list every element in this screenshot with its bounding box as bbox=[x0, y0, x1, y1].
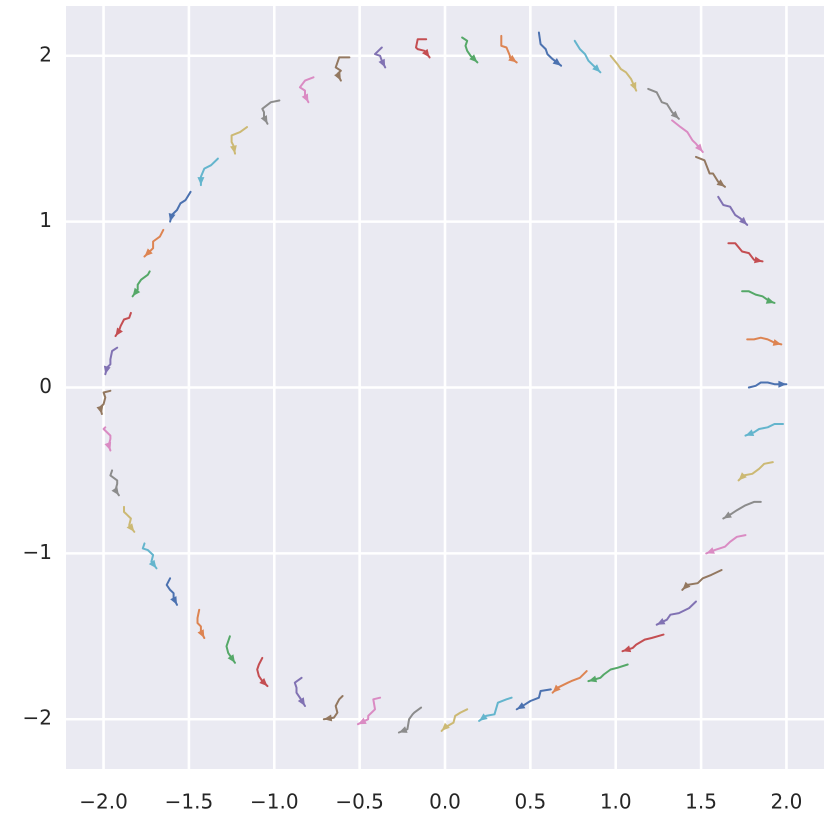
series-line bbox=[537, 31, 563, 67]
series-arrowhead bbox=[772, 339, 782, 346]
series-arrowhead bbox=[778, 380, 787, 388]
series-arrowhead bbox=[170, 596, 177, 605]
series-arrowhead bbox=[357, 717, 367, 725]
series-arrowhead bbox=[745, 429, 755, 436]
series-line bbox=[655, 600, 697, 626]
series-arrowhead bbox=[592, 64, 601, 73]
series-arrowhead bbox=[111, 486, 119, 496]
series-arrowhead bbox=[479, 713, 488, 721]
series-arrowhead bbox=[670, 110, 679, 119]
series-arrowhead bbox=[227, 654, 235, 663]
x-tick-label: 0.5 bbox=[514, 790, 546, 814]
series-arrowhead bbox=[754, 256, 763, 264]
series-arrowhead bbox=[552, 58, 562, 66]
series-arrowhead bbox=[96, 405, 104, 414]
y-tick-label: 0 bbox=[39, 374, 52, 398]
series-line bbox=[587, 663, 629, 683]
series-arrowhead bbox=[334, 71, 341, 81]
x-tick-label: −2.0 bbox=[79, 790, 128, 814]
series-arrowhead bbox=[259, 678, 268, 687]
y-tick-label: −2 bbox=[23, 706, 52, 730]
series-line bbox=[609, 54, 638, 92]
series-arrowhead bbox=[148, 559, 157, 569]
series-arrowhead bbox=[682, 581, 691, 590]
series-arrowhead bbox=[622, 645, 632, 653]
series-arrowhead bbox=[469, 54, 478, 63]
series-arrowhead bbox=[297, 697, 305, 706]
series-arrowhead bbox=[739, 216, 748, 225]
y-gridlines bbox=[66, 54, 824, 721]
x-tick-label: 2.0 bbox=[771, 790, 803, 814]
series-line bbox=[747, 381, 788, 389]
series-arrowhead bbox=[738, 472, 747, 481]
series-arrowhead bbox=[656, 618, 666, 625]
series-line bbox=[671, 119, 704, 153]
series-line bbox=[515, 688, 552, 711]
x-tick-label: −0.5 bbox=[335, 790, 384, 814]
series-arrowhead bbox=[103, 365, 111, 375]
series-arrowhead bbox=[629, 81, 637, 91]
series-arrowhead bbox=[323, 714, 333, 722]
x-tick-label: 0.0 bbox=[429, 790, 461, 814]
series-arrowhead bbox=[144, 248, 153, 257]
series-group bbox=[96, 31, 788, 734]
x-tick-labels: −2.0 −1.5 −1.0 −0.5 0.0 0.5 1.0 1.5 2.0 bbox=[79, 790, 802, 814]
series-arrowhead bbox=[168, 213, 176, 222]
series-line bbox=[722, 500, 762, 520]
series-arrowhead bbox=[552, 684, 561, 693]
x-tick-label: 1.0 bbox=[600, 790, 632, 814]
series-arrowhead bbox=[115, 327, 123, 337]
series-arrowhead bbox=[508, 54, 517, 63]
x-tick-label: −1.5 bbox=[165, 790, 214, 814]
series-arrowhead bbox=[588, 675, 598, 683]
y-tick-label: −1 bbox=[23, 540, 52, 564]
series-arrowhead bbox=[516, 702, 526, 710]
series-line bbox=[322, 695, 344, 721]
series-arrowhead bbox=[441, 722, 450, 731]
series-arrowhead bbox=[197, 629, 205, 638]
series-arrowhead bbox=[132, 287, 141, 297]
series-arrowhead bbox=[422, 48, 430, 58]
series-arrowhead bbox=[230, 145, 237, 154]
series-arrowhead bbox=[126, 523, 135, 532]
series-arrowhead bbox=[695, 143, 703, 152]
series-arrowhead bbox=[301, 93, 309, 103]
y-tick-label: 1 bbox=[39, 208, 52, 232]
series-arrowhead bbox=[716, 179, 725, 187]
series-line bbox=[356, 696, 382, 726]
series-arrowhead bbox=[104, 441, 112, 451]
x-tick-label: 1.5 bbox=[685, 790, 717, 814]
series-arrowhead bbox=[197, 177, 205, 186]
y-tick-label: 2 bbox=[39, 42, 52, 66]
x-tick-label: −1.0 bbox=[250, 790, 299, 814]
series-arrowhead bbox=[260, 115, 268, 124]
series-arrowhead bbox=[706, 547, 715, 554]
series-line bbox=[293, 676, 306, 707]
series-arrowhead bbox=[723, 511, 732, 519]
series-arrowhead bbox=[765, 297, 775, 304]
series-arrowhead bbox=[378, 58, 386, 68]
y-tick-labels: −2 −1 0 1 2 bbox=[23, 42, 52, 729]
series-line bbox=[621, 633, 665, 653]
series-arrowhead bbox=[398, 726, 408, 733]
